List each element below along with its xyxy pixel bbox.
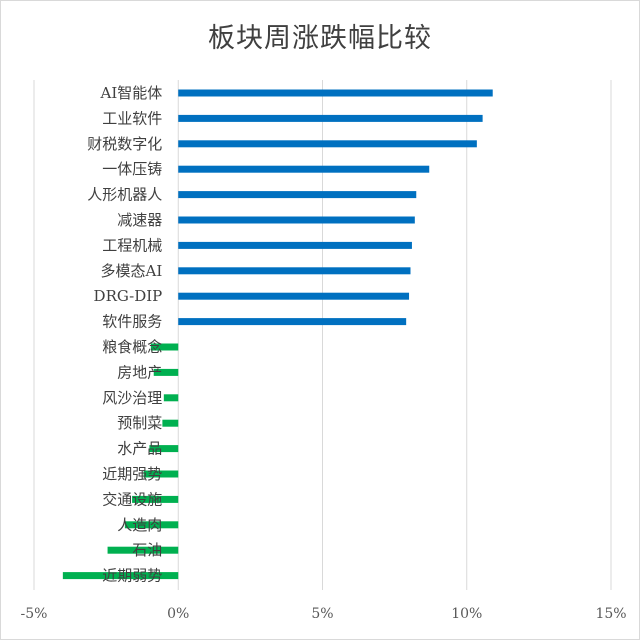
bar: [62, 572, 179, 580]
category-label: 人造肉: [117, 516, 162, 534]
category-label: 风沙治理: [102, 389, 162, 407]
bar: [178, 114, 483, 122]
bar: [178, 165, 430, 173]
bar: [107, 546, 179, 554]
bar: [150, 343, 179, 351]
bar: [163, 394, 179, 402]
bar: [178, 292, 410, 300]
category-label: 减速器: [117, 211, 162, 229]
chart-title: 板块周涨跌幅比较: [208, 23, 432, 54]
bar: [178, 318, 407, 326]
category-label: 交通设施: [102, 490, 162, 508]
category-label: 多模态AI: [100, 262, 162, 280]
category-label: 财税数字化: [87, 135, 162, 153]
bar: [143, 470, 179, 478]
bar: [178, 216, 415, 224]
bar: [153, 368, 179, 376]
category-label: 软件服务: [102, 313, 162, 331]
category-label: 人形机器人: [87, 186, 162, 204]
bar: [132, 495, 179, 503]
x-tick-label: 5%: [311, 606, 333, 622]
category-label: 预制菜: [117, 414, 162, 432]
x-tick-label: -5%: [21, 606, 48, 622]
category-label: 工程机械: [102, 236, 162, 254]
x-tick-label: 10%: [451, 606, 482, 622]
category-label: 工业软件: [102, 109, 162, 127]
bar: [178, 267, 411, 275]
category-label: DRG-DIP: [94, 287, 163, 305]
bar: [149, 445, 179, 453]
bar: [178, 89, 493, 97]
bar: [178, 140, 477, 148]
bar: [124, 521, 179, 529]
category-label: 房地产: [117, 363, 162, 381]
category-label: 水产品: [117, 440, 162, 458]
category-label: 近期弱势: [102, 567, 162, 585]
bar: [178, 191, 417, 199]
category-label: 粮食概念: [102, 338, 162, 356]
bar: [162, 419, 179, 427]
category-label: 近期强势: [102, 465, 162, 483]
x-tick-label: 0%: [167, 606, 189, 622]
category-label: 石油: [132, 541, 162, 559]
x-tick-label: 15%: [595, 606, 626, 622]
bar: [178, 241, 412, 249]
category-label: AI智能体: [99, 84, 162, 102]
category-label: 一体压铸: [102, 160, 162, 178]
